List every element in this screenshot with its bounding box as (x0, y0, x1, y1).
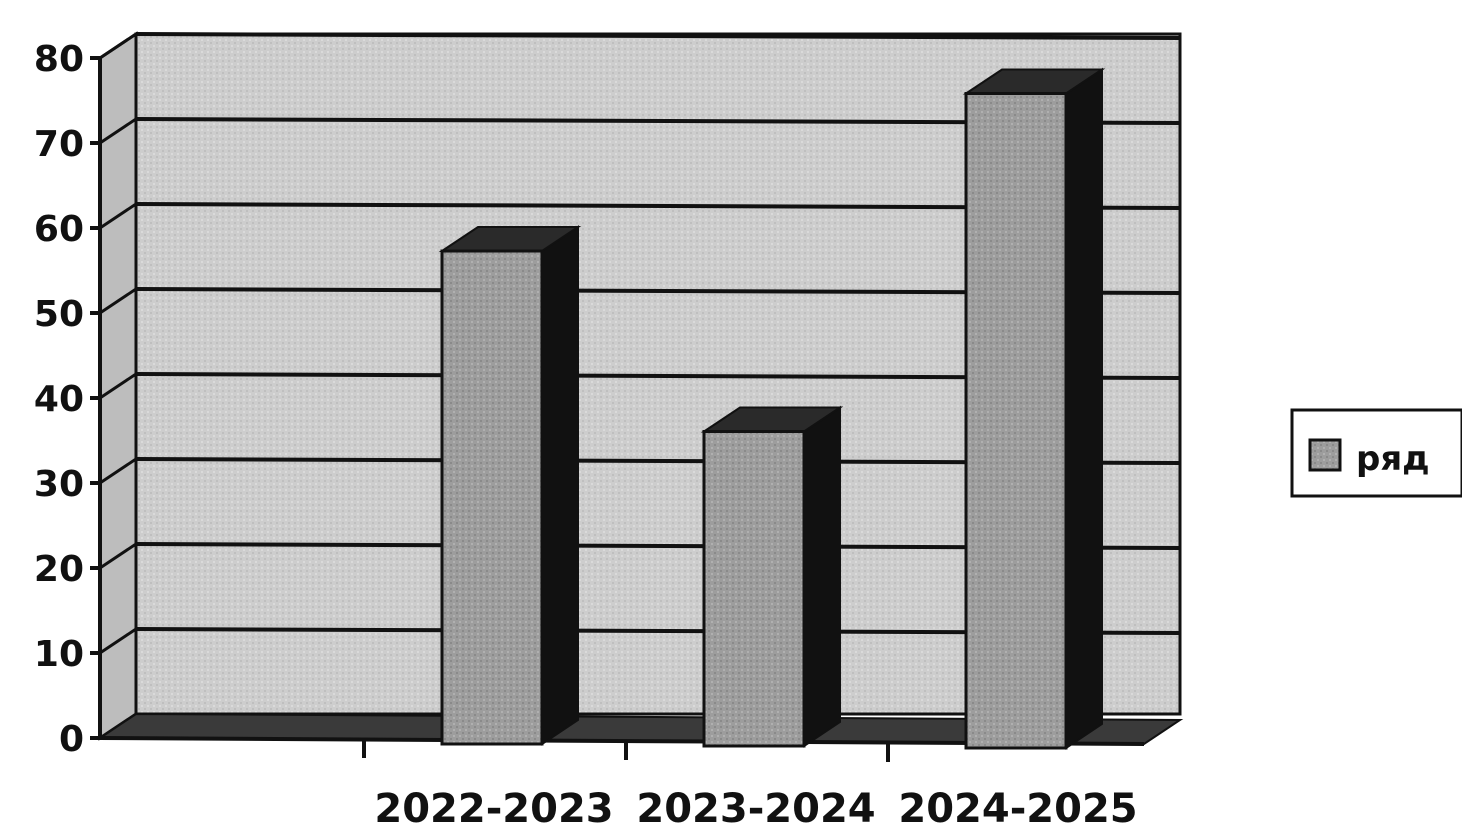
gridline-side (99, 627, 137, 655)
y-tick-label: 50 (34, 294, 84, 335)
gridline-side (99, 457, 137, 485)
y-tick-label: 30 (34, 464, 84, 505)
bar (964, 92, 1068, 750)
gridline-side (99, 32, 137, 60)
y-tick-label: 20 (34, 549, 84, 590)
gridline-side (99, 202, 137, 230)
gridline-side (99, 542, 137, 570)
x-axis: 2022-2023 2023-2024 2024-2025 (99, 736, 1145, 827)
gridline-side (99, 372, 137, 400)
x-tick-label: 2022-2023 (374, 786, 613, 827)
bar (440, 249, 544, 746)
gridline-side (99, 287, 137, 315)
y-tick-label: 70 (34, 124, 84, 165)
y-tick-label: 0 (59, 719, 84, 760)
x-tick-label: 2023-2024 (636, 786, 875, 827)
bar (702, 430, 806, 748)
bar-side (541, 225, 579, 746)
gridline (135, 32, 1181, 40)
x-tick-label: 2024-2025 (898, 786, 1137, 827)
bar-side (803, 405, 841, 748)
gridline-side (99, 117, 137, 145)
legend-label: ряд (1356, 439, 1430, 479)
bar-side (1065, 67, 1103, 750)
legend-swatch (1308, 438, 1342, 472)
y-tick-label: 10 (34, 634, 84, 675)
bars (438, 67, 1106, 750)
y-axis: 0 10 20 30 40 50 60 70 80 (34, 39, 102, 760)
y-tick-label: 80 (34, 39, 84, 80)
legend: ряд (1290, 408, 1462, 498)
y-tick-label: 60 (34, 209, 84, 250)
y-tick-label: 40 (34, 379, 84, 420)
